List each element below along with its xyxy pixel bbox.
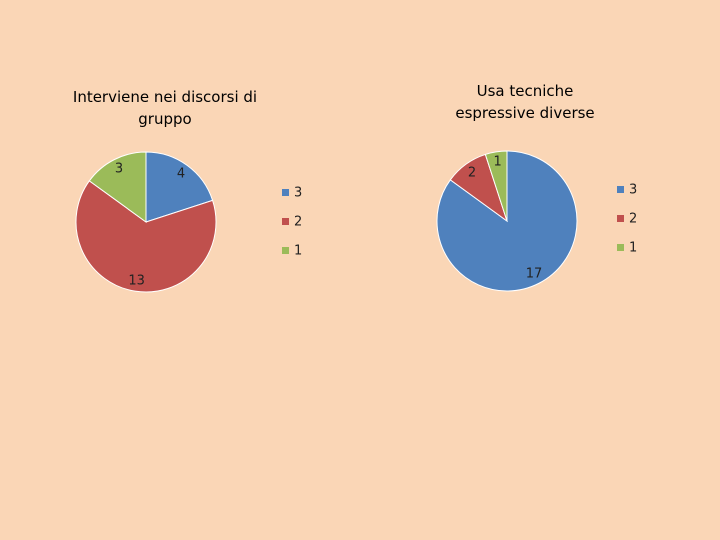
legend-label: 1 xyxy=(629,241,637,256)
legend-swatch xyxy=(617,186,624,193)
data-label: 4 xyxy=(177,166,185,181)
pie-slice xyxy=(484,150,508,222)
legend-swatch xyxy=(282,218,289,225)
legend-swatch xyxy=(617,244,624,251)
chart-title: Interviene nei discorsi di gruppo xyxy=(72,88,258,128)
pie-slice xyxy=(88,151,147,223)
data-label: 3 xyxy=(115,161,123,176)
legend-swatch xyxy=(282,189,289,196)
legend-label: 3 xyxy=(629,183,637,198)
legend-label: 2 xyxy=(629,212,637,227)
legend-swatch xyxy=(282,247,289,254)
pie-slice xyxy=(145,151,214,223)
legend-label: 3 xyxy=(294,186,302,201)
chart-title: Usa tecniche espressive diverse xyxy=(455,82,595,122)
data-label: 13 xyxy=(128,273,145,288)
pie-slice xyxy=(75,180,217,293)
legend-label: 2 xyxy=(294,215,302,230)
data-label: 2 xyxy=(468,165,476,180)
legend-label: 1 xyxy=(294,244,302,259)
legend-swatch xyxy=(617,215,624,222)
data-label: 1 xyxy=(494,155,502,170)
data-label: 17 xyxy=(526,267,543,282)
